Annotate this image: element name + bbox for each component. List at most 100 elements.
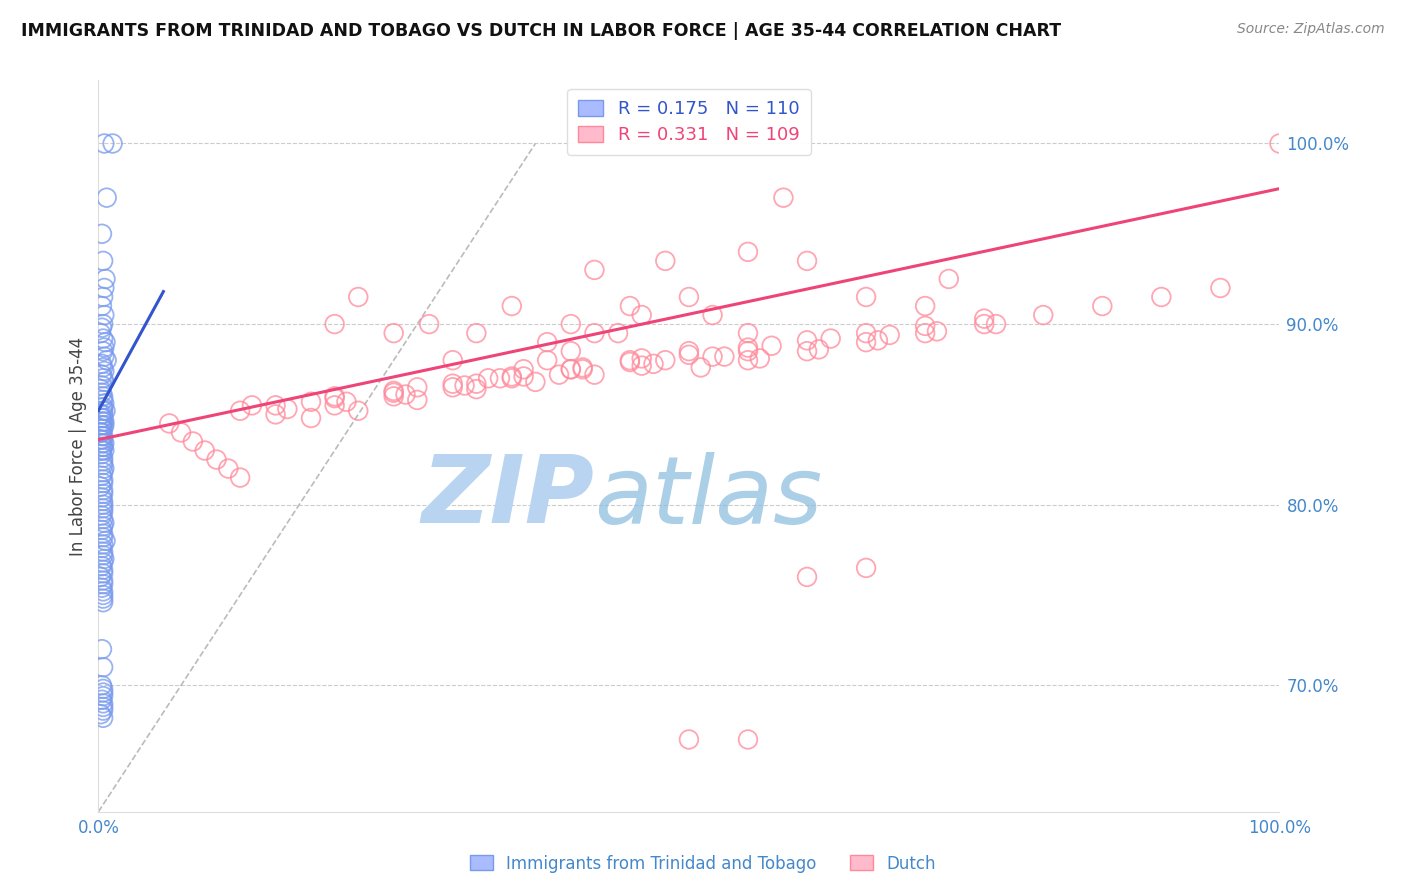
Point (91, 436, 114, 450)
Point (90, 326, 112, 340)
Point (91, 443, 114, 458)
Point (93, 443, 115, 458)
Point (678, 290, 700, 304)
Point (453, 378, 475, 392)
Point (205, 452, 228, 467)
Point (91, 584, 114, 599)
Point (91, 385, 114, 400)
Point (571, 362, 593, 376)
Point (90, 408, 112, 422)
Point (91, 344, 114, 359)
Text: ZIP: ZIP (422, 451, 595, 543)
Point (323, 389, 346, 403)
Point (855, 326, 877, 340)
Point (93, 396, 115, 410)
Point (93, 418, 115, 433)
Point (91, 678, 114, 692)
Point (276, 401, 298, 416)
Point (264, 408, 287, 422)
Point (91, 332, 114, 346)
Point (501, 369, 523, 384)
Point (91, 501, 114, 516)
Point (91, 371, 114, 385)
Point (229, 470, 252, 484)
Point (96, 191, 118, 205)
Point (91, 581, 114, 595)
Point (91, 541, 114, 555)
Point (914, 318, 936, 333)
Point (90, 382, 112, 396)
Point (938, 272, 960, 286)
Point (925, 324, 948, 338)
Point (91, 411, 114, 425)
Point (229, 404, 252, 418)
Point (406, 380, 429, 394)
Point (91, 472, 114, 486)
Point (879, 327, 901, 342)
Point (91, 563, 114, 577)
Point (820, 332, 842, 346)
Point (394, 387, 416, 401)
Point (619, 355, 641, 369)
Point (91, 556, 114, 570)
Point (489, 371, 512, 385)
Point (761, 339, 783, 353)
Point (91, 422, 114, 436)
Point (91, 711, 114, 725)
Point (619, 299, 641, 313)
Point (866, 334, 889, 348)
Point (91, 526, 114, 541)
Point (524, 375, 547, 389)
Point (91, 392, 114, 407)
Point (382, 384, 405, 398)
Point (855, 290, 877, 304)
Point (91, 519, 114, 533)
Point (91, 491, 114, 505)
Point (465, 382, 488, 396)
Point (737, 341, 759, 355)
Point (1268, 136, 1291, 151)
Point (91, 595, 114, 609)
Y-axis label: In Labor Force | Age 35-44: In Labor Force | Age 35-44 (69, 336, 87, 556)
Point (93, 136, 115, 151)
Point (560, 344, 582, 359)
Point (737, 244, 759, 259)
Point (91, 450, 114, 465)
Point (264, 398, 287, 412)
Point (512, 369, 534, 384)
Point (536, 335, 558, 350)
Point (91, 588, 114, 602)
Point (91, 574, 114, 588)
Point (512, 362, 534, 376)
Point (406, 392, 429, 407)
Point (91, 415, 114, 429)
Point (737, 732, 759, 747)
Point (91, 360, 114, 375)
Point (737, 326, 759, 340)
Point (441, 376, 464, 391)
Point (382, 385, 405, 400)
Point (299, 394, 322, 409)
Point (94, 533, 117, 548)
Point (93, 436, 115, 450)
Point (93, 341, 115, 355)
Point (678, 732, 700, 747)
Point (91, 559, 114, 574)
Point (91, 468, 114, 483)
Point (91, 577, 114, 591)
Point (1150, 290, 1173, 304)
Point (796, 344, 818, 359)
Legend: R = 0.175   N = 110, R = 0.331   N = 109: R = 0.175 N = 110, R = 0.331 N = 109 (568, 89, 810, 154)
Point (382, 389, 405, 403)
Point (630, 359, 652, 373)
Point (382, 326, 405, 340)
Point (91, 642, 114, 657)
Point (194, 443, 217, 458)
Point (855, 335, 877, 350)
Point (465, 326, 488, 340)
Point (335, 394, 357, 409)
Point (91, 253, 114, 268)
Point (91, 440, 114, 454)
Point (914, 299, 936, 313)
Point (91, 447, 114, 461)
